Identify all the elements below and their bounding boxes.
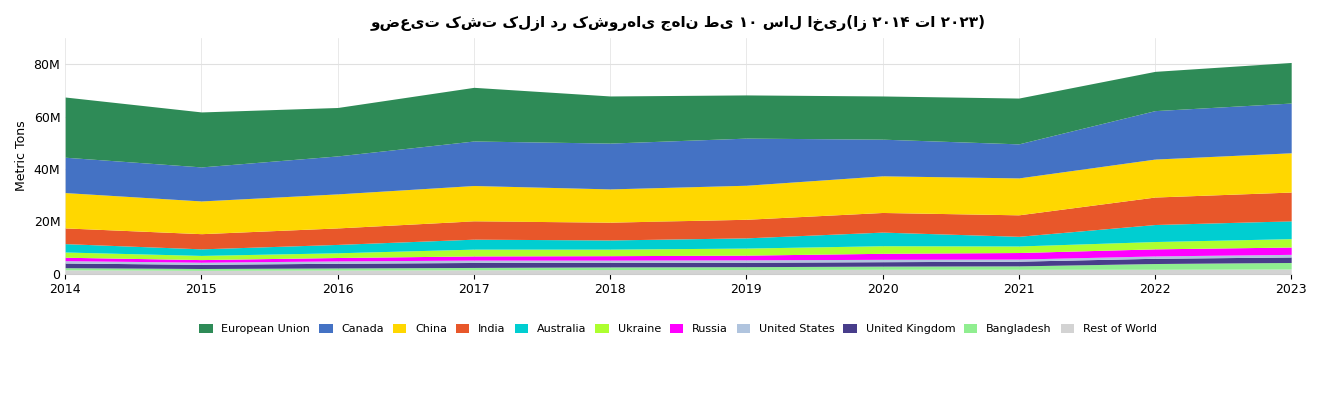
Legend: European Union, Canada, China, India, Australia, Ukraine, Russia, United States,: European Union, Canada, China, India, Au… (194, 319, 1162, 339)
Y-axis label: Metric Tons: Metric Tons (15, 120, 28, 191)
Title: وضعیت کشت کلزا در کشورهای جهان طی ۱۰ سال اخیر(از ۲۰۱۴ تا ۲۰۲۳): وضعیت کشت کلزا در کشورهای جهان طی ۱۰ سال… (370, 15, 986, 31)
